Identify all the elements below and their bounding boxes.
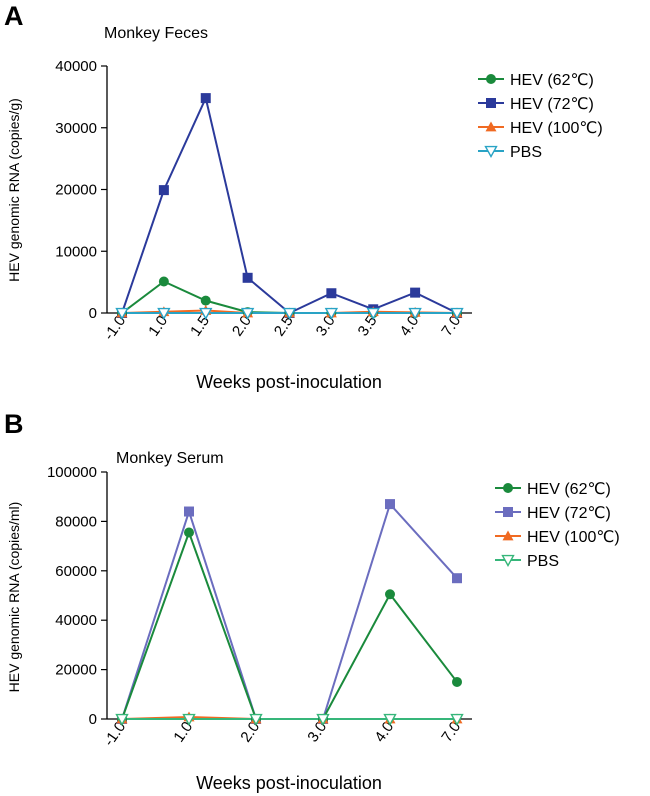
- legend-marker: [503, 507, 513, 517]
- series-line: [121, 502, 458, 720]
- data-point: [240, 307, 255, 320]
- data-point: [184, 527, 194, 538]
- legend-label: HEV (72℃): [510, 96, 594, 113]
- data-point: [385, 499, 395, 510]
- x-tick-label: 1.0: [170, 719, 196, 746]
- data-point: [157, 307, 171, 320]
- y-tick-label: 0: [89, 711, 97, 728]
- panel-b-letter: B: [4, 409, 24, 439]
- legend-label: PBS: [510, 144, 542, 161]
- legend-label: HEV (100℃): [510, 120, 603, 137]
- data-point: [184, 506, 194, 517]
- legend-marker: [485, 121, 497, 132]
- data-point: [282, 307, 297, 320]
- y-tick-label: 40000: [55, 612, 97, 629]
- series-line: [121, 95, 458, 315]
- data-point: [115, 307, 129, 320]
- legend-marker: [501, 554, 515, 567]
- legend-label: HEV (100℃): [527, 529, 620, 546]
- data-point: [199, 307, 213, 320]
- data-point: [158, 276, 169, 287]
- panel-a-letter: A: [4, 1, 24, 31]
- y-tick-label: 20000: [55, 182, 97, 199]
- data-point: [316, 713, 330, 726]
- x-tick-label: 1.5: [187, 313, 213, 340]
- legend-marker: [503, 483, 513, 493]
- legend-label: HEV (62℃): [510, 72, 594, 89]
- y-tick-label: 100000: [47, 464, 97, 481]
- y-tick-label: 30000: [55, 120, 97, 137]
- legend-label: HEV (62℃): [527, 481, 611, 498]
- legend-marker: [486, 74, 496, 84]
- legend-marker: [486, 98, 496, 108]
- data-point: [158, 185, 169, 196]
- x-tick-label: 1.0: [145, 313, 171, 340]
- panel-a-xlabel: Weeks post-inoculation: [196, 372, 382, 392]
- legend-label: HEV (72℃): [527, 505, 611, 522]
- data-point: [408, 307, 422, 320]
- y-tick-label: 10000: [55, 243, 97, 260]
- panel-a-title: Monkey Feces: [104, 25, 208, 42]
- data-point: [366, 307, 380, 320]
- data-point: [200, 93, 211, 104]
- legend-marker: [484, 145, 498, 158]
- panel-b-title: Monkey Serum: [116, 450, 224, 467]
- data-point: [410, 287, 421, 298]
- panel-b-ylabel: HEV genomic RNA (copies/ml): [6, 502, 22, 693]
- data-point: [385, 589, 395, 600]
- data-point: [182, 713, 196, 726]
- data-point: [200, 295, 211, 306]
- y-tick-label: 60000: [55, 563, 97, 580]
- data-point: [452, 676, 462, 687]
- legend-label: PBS: [527, 553, 559, 570]
- data-point: [324, 307, 339, 320]
- data-point: [242, 272, 253, 283]
- data-point: [249, 713, 263, 726]
- y-tick-label: 40000: [55, 58, 97, 75]
- panel-a-ylabel: HEV genomic RNA (copies/g): [6, 98, 22, 282]
- data-point: [326, 288, 337, 299]
- data-point: [115, 713, 129, 726]
- y-tick-label: 80000: [55, 513, 97, 530]
- data-point: [450, 307, 464, 320]
- y-tick-label: 0: [89, 305, 97, 322]
- legend-marker: [502, 530, 514, 541]
- y-tick-label: 20000: [55, 662, 97, 679]
- data-point: [383, 713, 397, 726]
- data-point: [450, 713, 464, 726]
- panel-b-xlabel: Weeks post-inoculation: [196, 773, 382, 793]
- data-point: [452, 573, 462, 584]
